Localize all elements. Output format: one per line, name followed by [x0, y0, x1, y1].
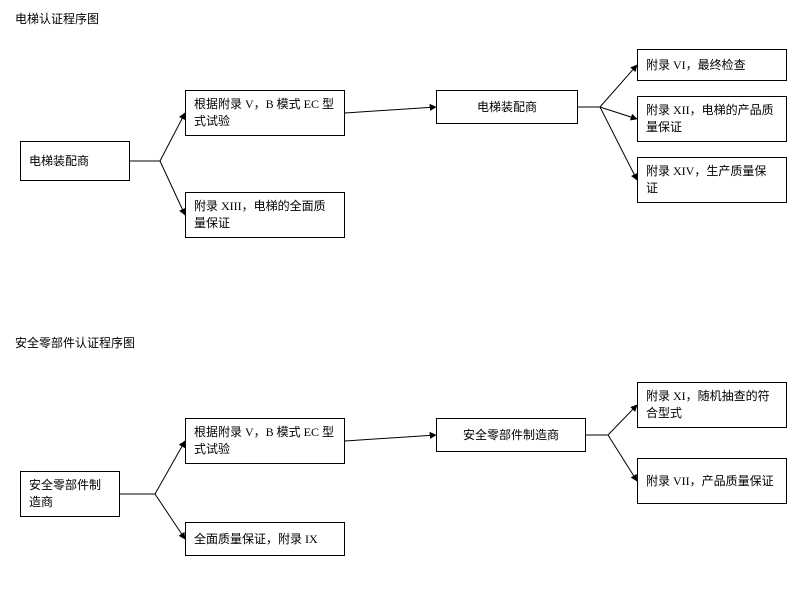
d1-edge-a-b2 — [130, 161, 185, 215]
d1-edge-b1-c — [345, 107, 436, 113]
d1-edge-c-d2 — [578, 107, 637, 119]
edges-overlay — [0, 0, 805, 616]
d1-node-c: 电梯装配商 — [436, 90, 578, 124]
d1-node-a: 电梯装配商 — [20, 141, 130, 181]
d1-node-d1: 附录 VI，最终检查 — [637, 49, 787, 81]
d1-edge-c-d1 — [578, 65, 637, 107]
d1-edge-c-d3 — [578, 107, 637, 180]
d2-node-s2: 附录 VII，产品质量保证 — [637, 458, 787, 504]
diagram2-title: 安全零部件认证程序图 — [15, 334, 135, 351]
d2-node-s1: 附录 XI，随机抽查的符合型式 — [637, 382, 787, 428]
d1-node-b2: 附录 XIII，电梯的全面质量保证 — [185, 192, 345, 238]
d2-edge-p-q2 — [120, 494, 185, 539]
diagram1-title: 电梯认证程序图 — [15, 10, 99, 27]
d2-node-q2: 全面质量保证，附录 IX — [185, 522, 345, 556]
d2-node-r: 安全零部件制造商 — [436, 418, 586, 452]
d1-edge-a-b1 — [130, 113, 185, 161]
d2-edge-r-s1 — [586, 405, 637, 435]
d2-edge-r-s2 — [586, 435, 637, 481]
d2-node-p: 安全零部件制造商 — [20, 471, 120, 517]
d2-edge-p-q1 — [120, 441, 185, 494]
d2-edge-q1-r — [345, 435, 436, 441]
d1-node-d2: 附录 XII，电梯的产品质量保证 — [637, 96, 787, 142]
d1-node-d3: 附录 XIV，生产质量保证 — [637, 157, 787, 203]
d2-node-q1: 根据附录 V，B 模式 EC 型式试验 — [185, 418, 345, 464]
d1-node-b1: 根据附录 V，B 模式 EC 型式试验 — [185, 90, 345, 136]
